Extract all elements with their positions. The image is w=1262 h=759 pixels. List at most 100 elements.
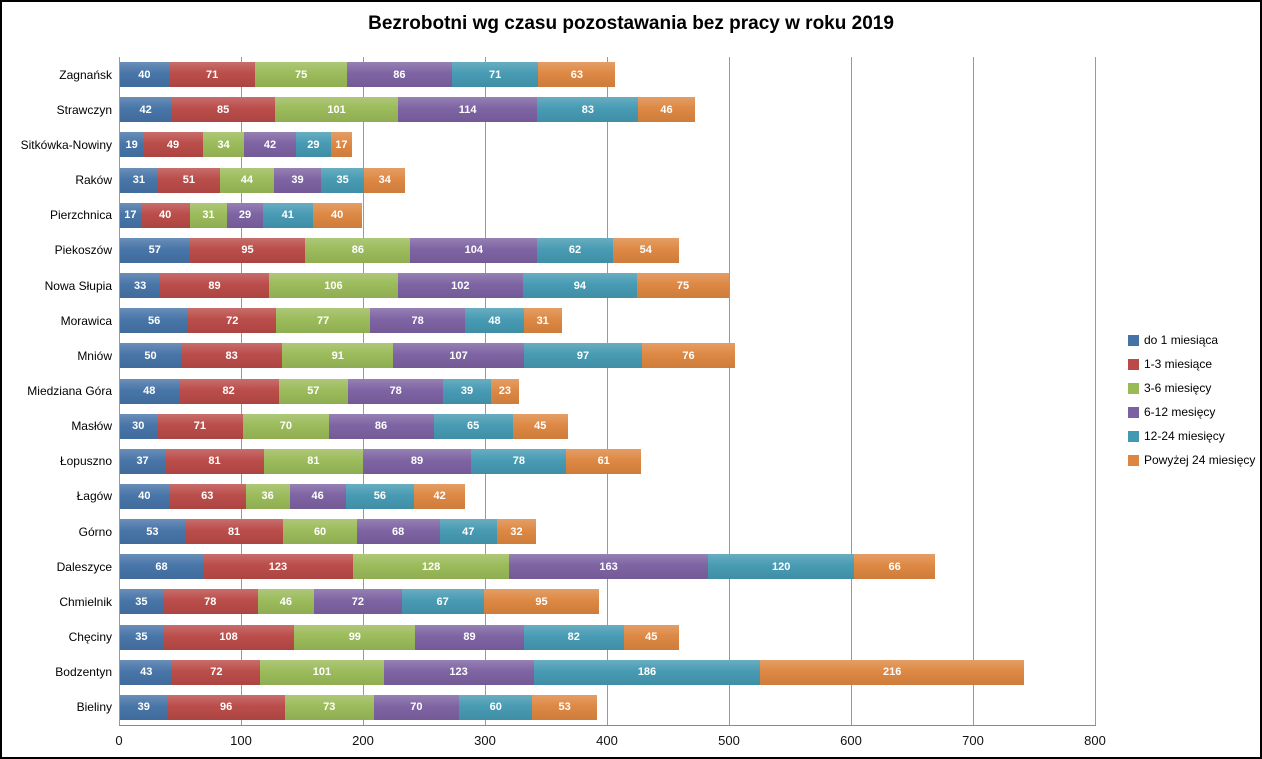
bar-segment: 19 — [120, 132, 144, 158]
value-label: 30 — [132, 420, 145, 433]
value-label: 89 — [410, 455, 424, 468]
value-label: 107 — [449, 349, 468, 362]
bar-row: 19 49 34 42 29 17 — [120, 132, 352, 158]
legend-item: 3-6 miesięcy — [1128, 381, 1255, 395]
bar-segment: 51 — [157, 167, 221, 193]
value-label: 50 — [144, 349, 157, 362]
value-label: 49 — [166, 138, 180, 151]
bar-segment: 73 — [284, 694, 374, 720]
bar-segment: 42 — [120, 97, 172, 123]
bar-row: 43 72 101 123 186 216 — [120, 659, 1024, 685]
value-label: 17 — [335, 138, 348, 151]
value-label: 86 — [393, 68, 406, 81]
bar-segment: 96 — [167, 694, 285, 720]
bar-segment: 95 — [483, 589, 600, 615]
value-label: 61 — [597, 455, 610, 468]
value-label: 46 — [311, 490, 324, 503]
bar-segment: 61 — [566, 448, 641, 474]
value-label: 32 — [510, 525, 523, 538]
value-label: 60 — [489, 701, 502, 714]
value-label: 75 — [676, 279, 690, 292]
value-label: 66 — [888, 560, 901, 573]
bar-segment: 31 — [189, 202, 228, 228]
bar-segment: 128 — [353, 554, 510, 580]
legend-swatch-icon — [1128, 454, 1139, 466]
value-label: 101 — [327, 103, 346, 116]
bar-segment: 108 — [162, 624, 295, 650]
category-label: Daleszyce — [56, 559, 112, 574]
value-label: 57 — [148, 244, 161, 257]
bar-segment: 53 — [120, 519, 185, 545]
bar-segment: 62 — [537, 237, 613, 263]
bar-segment: 43 — [120, 659, 173, 685]
bar-segment: 68 — [120, 554, 203, 580]
value-label: 114 — [458, 103, 477, 116]
legend: do 1 miesiąca 1-3 miesiące 3-6 miesięcy 6-1… — [1128, 333, 1255, 467]
bar-segment: 63 — [168, 483, 246, 509]
value-label: 31 — [536, 314, 549, 327]
value-label: 99 — [348, 631, 361, 644]
value-label: 37 — [136, 455, 149, 468]
value-label: 95 — [535, 595, 548, 608]
value-label: 120 — [772, 560, 791, 573]
bar-row: 40 71 75 86 71 63 — [120, 62, 616, 88]
x-tick-label: 100 — [230, 733, 252, 748]
bar-segment: 46 — [638, 97, 695, 123]
value-label: 86 — [374, 420, 388, 433]
bar-segment: 186 — [533, 659, 761, 685]
bar-segment: 120 — [708, 554, 855, 580]
bar-row: 50 83 91 107 97 76 — [120, 343, 735, 369]
bar-segment: 75 — [255, 62, 347, 88]
x-tick-label: 800 — [1084, 733, 1106, 748]
bar-segment: 49 — [143, 132, 203, 158]
bar-segment: 40 — [140, 202, 190, 228]
value-label: 31 — [132, 174, 146, 187]
value-label: 63 — [570, 68, 583, 81]
bar-segment: 70 — [373, 694, 460, 720]
category-label: Strawczyn — [56, 102, 112, 117]
value-label: 54 — [639, 244, 652, 257]
legend-label: 3-6 miesięcy — [1144, 381, 1212, 395]
bar-segment: 67 — [401, 589, 484, 615]
value-label: 123 — [268, 560, 288, 573]
value-label: 41 — [281, 209, 294, 222]
bar-segment: 39 — [273, 167, 322, 193]
bar-segment: 48 — [120, 378, 179, 404]
chart-title: Bezrobotni wg czasu pozostawania bez pra… — [368, 13, 894, 34]
bar-segment: 40 — [120, 483, 169, 509]
bar-row: 68 123 128 163 120 66 — [120, 554, 935, 580]
value-label: 42 — [263, 138, 277, 151]
bar-segment: 89 — [362, 448, 472, 474]
bar-segment: 107 — [393, 343, 524, 369]
bar-segment: 45 — [512, 413, 568, 439]
value-label: 89 — [208, 279, 221, 292]
category-label: Pierzchnica — [49, 208, 112, 223]
bar-segment: 57 — [278, 378, 349, 404]
value-label: 101 — [312, 666, 332, 679]
value-label: 23 — [498, 385, 511, 397]
bar-segment: 33 — [120, 273, 161, 299]
value-label: 34 — [378, 174, 391, 187]
value-label: 56 — [148, 314, 161, 327]
bar-segment: 56 — [345, 483, 414, 509]
value-label: 29 — [238, 209, 252, 222]
bar-segment: 50 — [120, 343, 181, 369]
bar-segment: 123 — [202, 554, 353, 580]
value-label: 78 — [512, 455, 526, 468]
category-label: Mniów — [77, 348, 112, 363]
value-label: 39 — [137, 701, 150, 714]
value-label: 53 — [558, 701, 571, 714]
legend-label: 12-24 miesięcy — [1144, 429, 1225, 443]
bar-segment: 41 — [262, 202, 313, 228]
value-label: 60 — [313, 525, 327, 538]
bar-segment: 71 — [451, 62, 539, 88]
legend-swatch-icon — [1128, 406, 1139, 418]
value-label: 78 — [389, 385, 402, 397]
legend-swatch-icon — [1128, 334, 1139, 346]
value-label: 106 — [324, 279, 343, 292]
value-label: 78 — [204, 595, 217, 608]
value-label: 46 — [660, 103, 673, 116]
category-label: Zagnańsk — [59, 67, 112, 82]
x-tick-label: 600 — [840, 733, 862, 748]
x-tick-label: 300 — [474, 733, 496, 748]
